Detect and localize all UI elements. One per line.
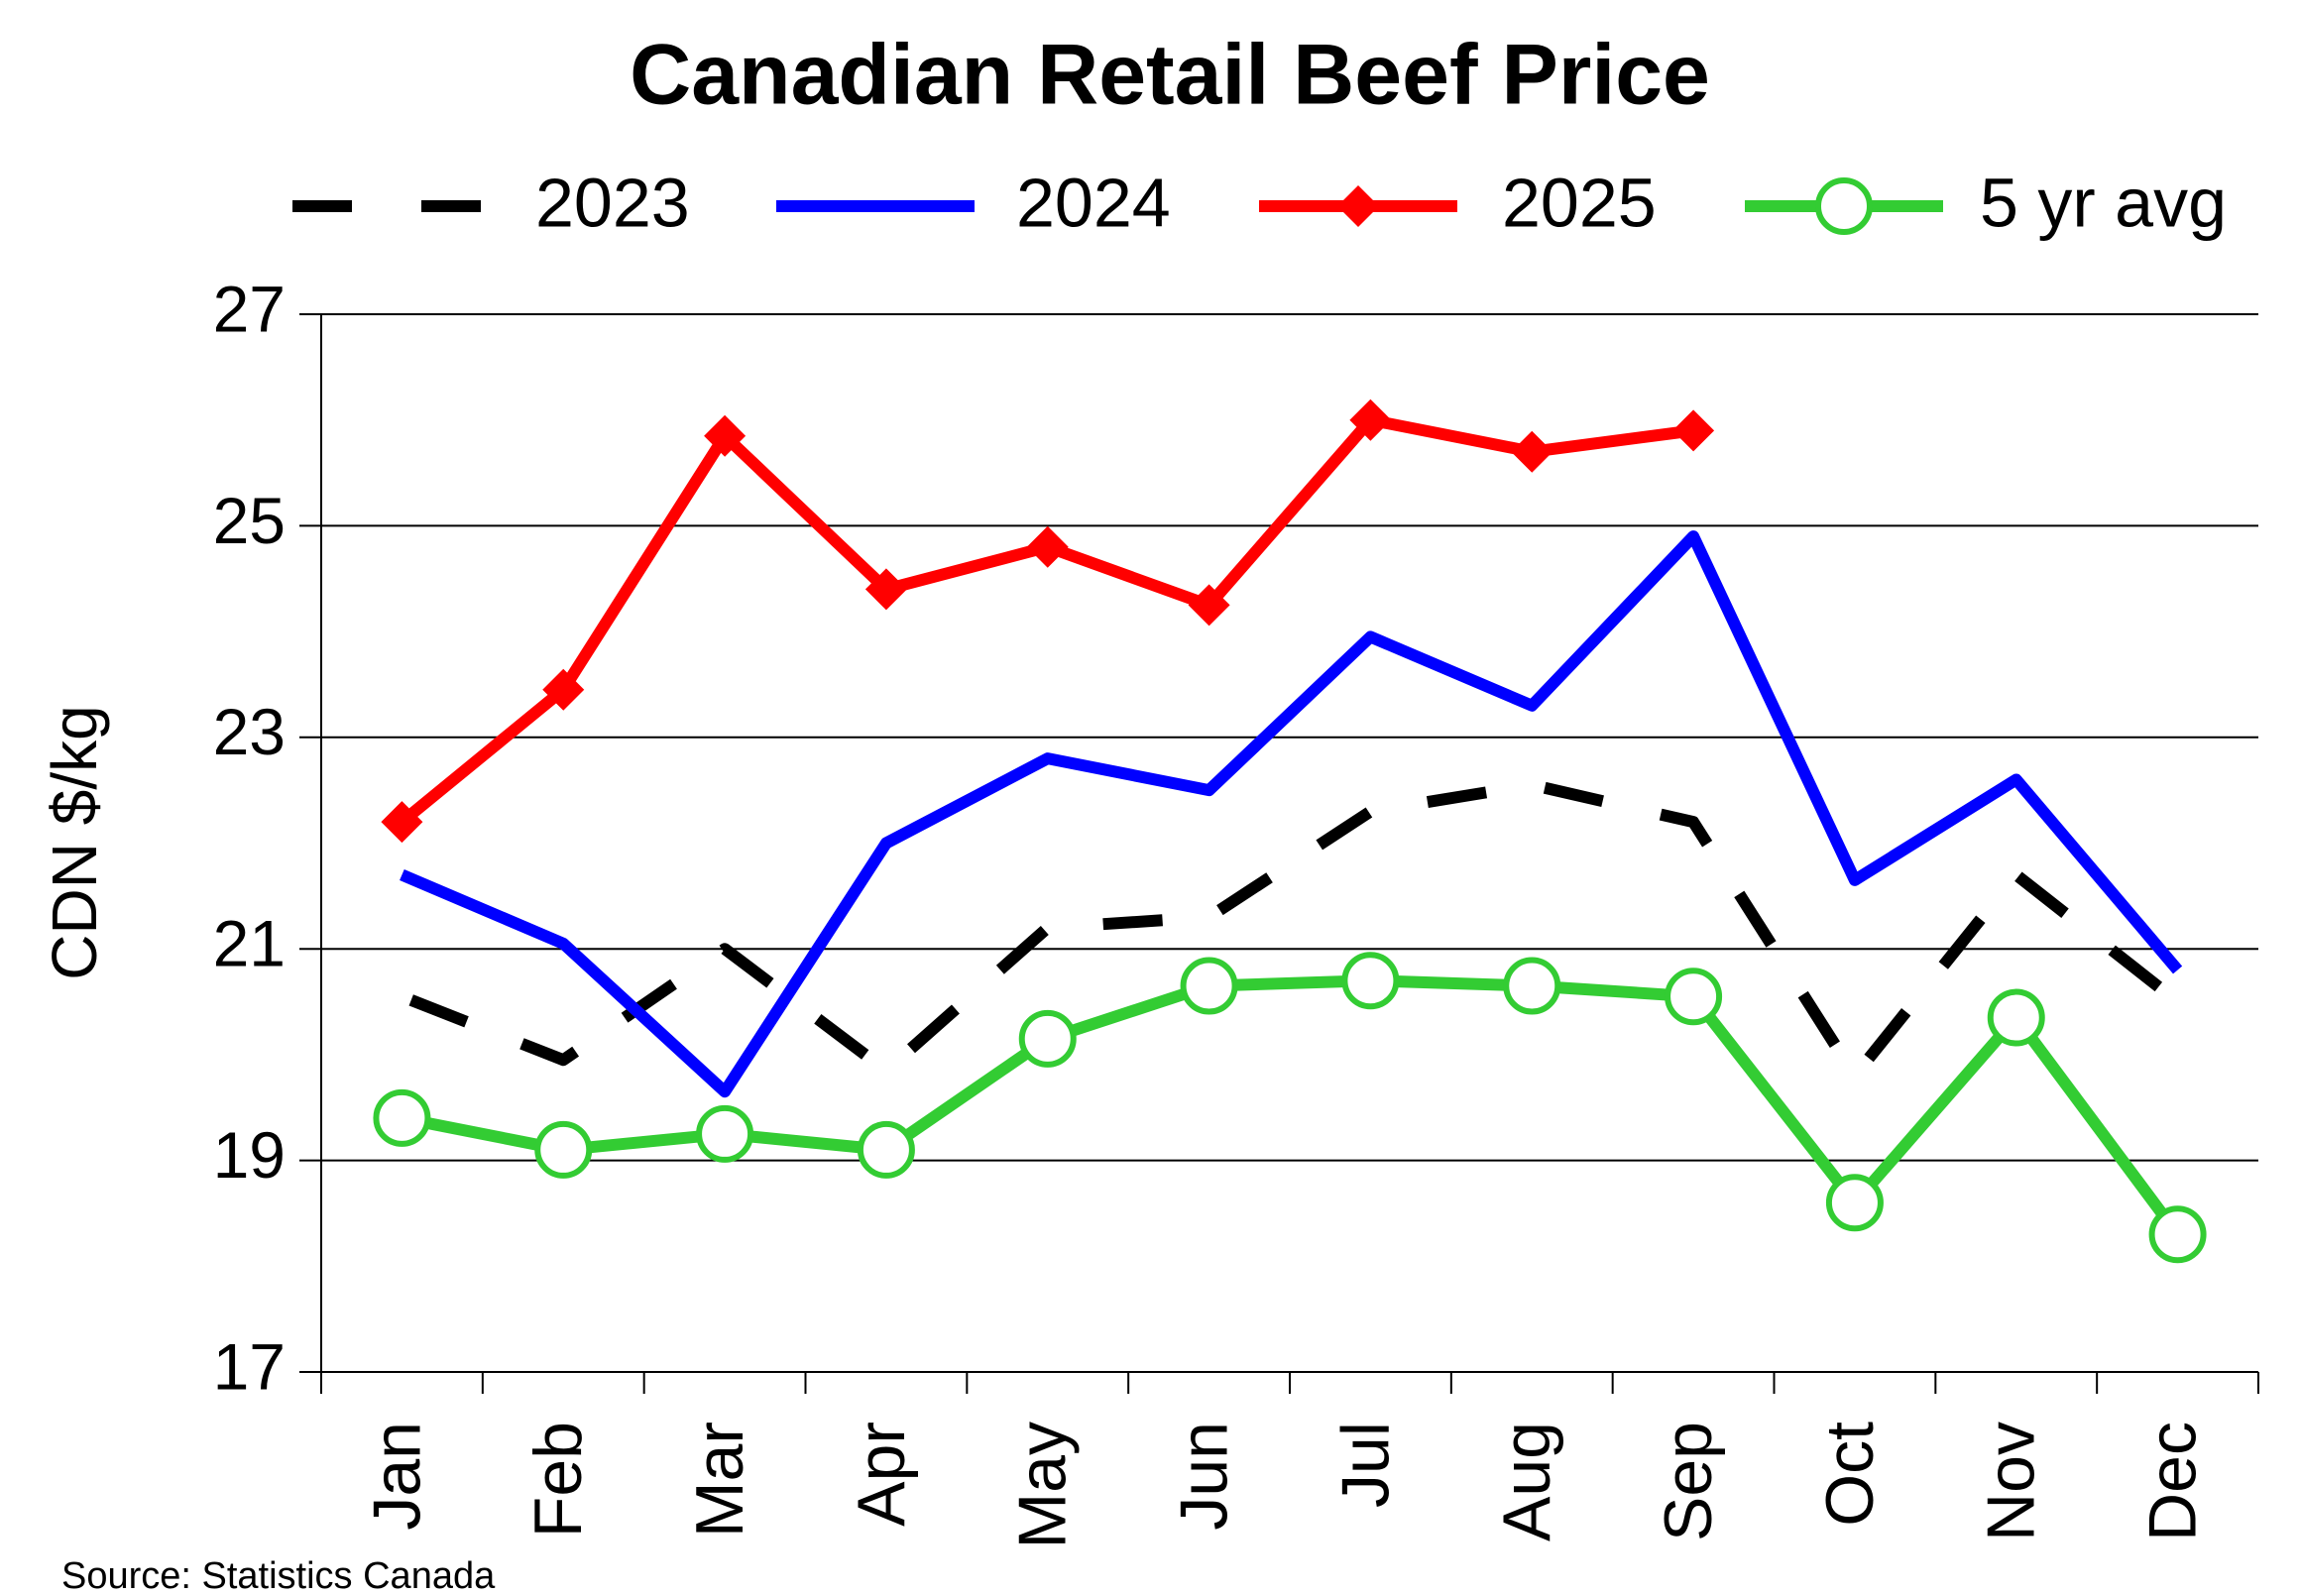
legend-label: 2024 [1016,164,1171,241]
x-tick-label: Apr [844,1422,919,1527]
data-point [1665,968,1723,1026]
data-point [2148,1205,2207,1264]
data-point [542,668,585,711]
x-tick-label: Feb [520,1422,596,1538]
y-tick-label: 23 [213,695,286,768]
data-point [1180,957,1238,1015]
y-tick-label: 27 [213,272,286,345]
x-tick-label: May [1005,1422,1081,1548]
x-tick-label: Jun [1167,1422,1242,1531]
legend-label: 2023 [535,164,690,241]
data-point [1188,584,1230,627]
data-point [1341,952,1400,1010]
x-tick-label: Dec [2135,1422,2211,1541]
y-tick-label: 21 [213,907,286,980]
x-tick-label: Sep [1651,1422,1726,1541]
source-note: Source: Statistics Canada [61,1555,496,1596]
chart-title: Canadian Retail Beef Price [630,28,1710,123]
data-point [864,568,907,611]
data-point [1349,399,1392,441]
data-point [704,414,747,457]
data-point [1503,957,1561,1015]
data-point [1511,430,1553,473]
x-tick-label: Oct [1812,1422,1888,1527]
x-tick-label: Jan [359,1422,434,1531]
y-tick-label: 25 [213,484,286,557]
x-tick-label: Mar [682,1422,757,1538]
data-point [373,1088,431,1147]
data-point [1672,409,1715,452]
x-tick-label: Aug [1489,1422,1564,1541]
data-point [381,801,423,844]
data-point [1026,525,1069,568]
series-line [400,778,2182,1083]
legend-marker [1815,177,1873,235]
data-point [857,1120,915,1179]
legend-marker [1337,185,1379,227]
legend-label: 2025 [1502,164,1657,241]
x-tick-label: Jul [1327,1422,1403,1508]
y-axis-label: CDN $/kg [39,705,110,979]
y-tick-label: 17 [213,1329,286,1403]
data-point [696,1104,754,1163]
data-point [1987,988,2045,1047]
series-line [400,530,2183,1098]
y-tick-label: 19 [213,1118,286,1192]
legend-label: 5 yr avg [1980,164,2227,241]
x-tick-label: Nov [1974,1422,2049,1541]
data-point [1018,1009,1077,1068]
series-line [401,974,2183,1238]
data-point [534,1120,593,1179]
data-point [1825,1174,1884,1232]
